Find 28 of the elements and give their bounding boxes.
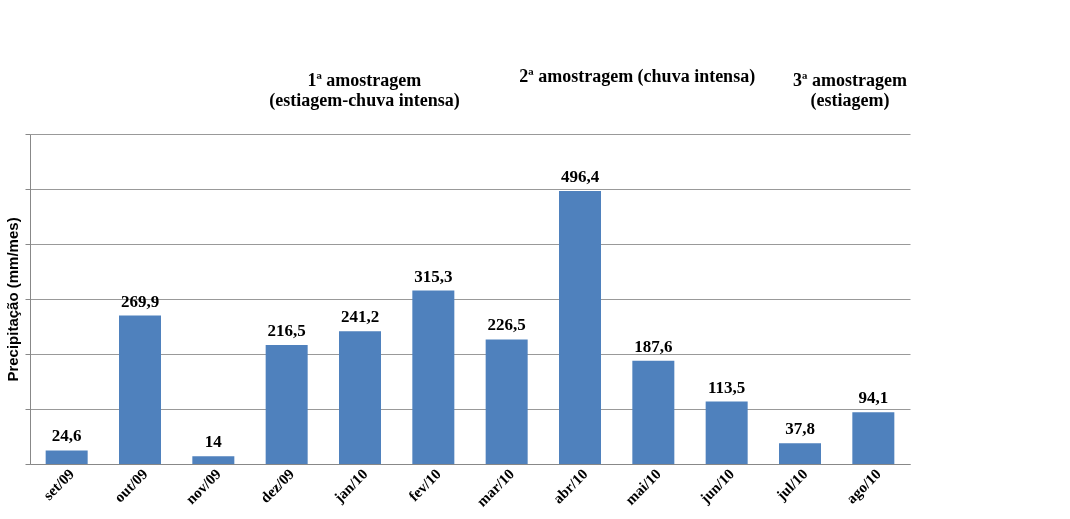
bar <box>559 190 601 464</box>
data-label: 14 <box>204 432 223 452</box>
data-label: 226,5 <box>487 315 526 335</box>
text: 3ª amostragem (estiagem) <box>793 70 907 111</box>
text: 2ª amostragem (chuva intensa) <box>519 66 756 87</box>
bar <box>412 290 455 464</box>
bar <box>192 456 235 464</box>
data-label: 24,6 <box>51 426 82 446</box>
bar <box>632 360 675 464</box>
data-label: 315,3 <box>414 266 453 286</box>
data-label: 496,4 <box>560 166 600 186</box>
bar <box>119 315 161 464</box>
data-label: 113,5 <box>708 377 746 397</box>
data-label: 241,2 <box>340 307 380 327</box>
bar <box>339 331 381 464</box>
data-label: 269,9 <box>120 291 160 311</box>
data-label: 187,6 <box>634 336 673 356</box>
bar <box>45 450 88 464</box>
bar <box>705 401 748 464</box>
data-label: 216,5 <box>267 320 306 340</box>
bar <box>779 443 821 464</box>
bar <box>485 339 528 464</box>
bar <box>852 412 895 464</box>
bar <box>265 344 308 464</box>
text: 1ª amostragem (estiagem-chuva intensa) <box>269 70 460 111</box>
data-label: 37,8 <box>785 419 815 439</box>
y-axis-title: Precipitação (mm/mes) <box>4 217 21 382</box>
data-label: 94,1 <box>858 388 889 408</box>
